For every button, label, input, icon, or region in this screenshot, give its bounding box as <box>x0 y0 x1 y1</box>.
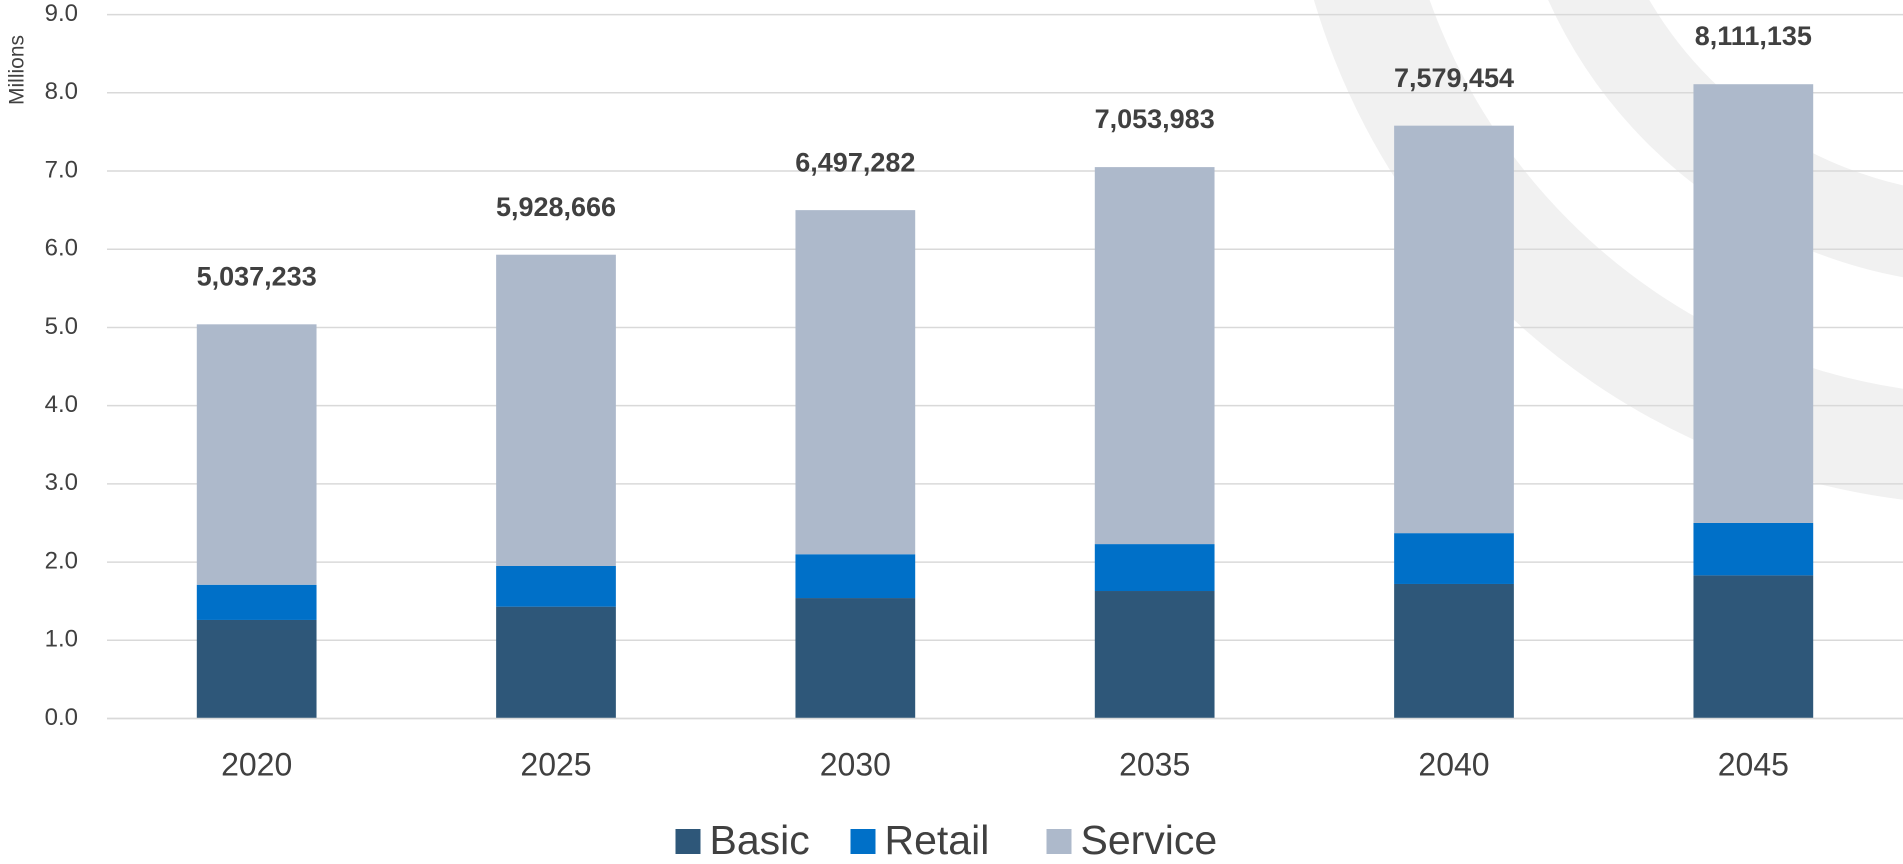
bar-segment <box>196 619 317 719</box>
x-tick-label: 2045 <box>1718 746 1789 782</box>
bar-segment <box>496 254 616 566</box>
x-tick-label: 2030 <box>820 746 891 782</box>
y-tick-label: 6.0 <box>45 235 78 262</box>
bar-segment <box>1693 575 1814 719</box>
bar-segment <box>1094 167 1215 545</box>
bar-segment <box>1394 533 1514 584</box>
total-label: 7,053,983 <box>1095 104 1215 134</box>
bar-segment <box>795 554 916 599</box>
total-label: 7,579,454 <box>1394 63 1514 93</box>
y-tick-label: 8.0 <box>45 78 78 105</box>
y-tick-label: 4.0 <box>45 391 78 418</box>
legend-label: Basic <box>710 817 810 863</box>
x-tick-label: 2020 <box>221 746 292 782</box>
y-tick-label: 2.0 <box>45 547 78 574</box>
bar-segment <box>795 210 916 555</box>
legend-swatch <box>1046 829 1072 854</box>
bar-segment <box>496 606 616 719</box>
y-axis-label: Millions <box>6 35 29 105</box>
bar-segment <box>1094 544 1215 592</box>
bar-segment <box>496 565 616 607</box>
y-tick-label: 7.0 <box>45 156 78 183</box>
total-label: 5,928,666 <box>496 192 616 222</box>
y-tick-label: 9.0 <box>45 0 78 27</box>
legend-label: Retail <box>885 817 990 863</box>
bar-segment <box>1693 84 1814 523</box>
legend-swatch <box>675 829 701 854</box>
bar-segment <box>1394 583 1514 719</box>
legend-label: Service <box>1081 817 1218 863</box>
x-tick-label: 2040 <box>1418 746 1489 782</box>
y-tick-label: 1.0 <box>45 626 78 653</box>
bar-segment <box>1094 591 1215 719</box>
total-label: 5,037,233 <box>197 262 317 292</box>
bar-segment <box>795 598 916 719</box>
bar-segment <box>1394 125 1514 534</box>
y-tick-label: 0.0 <box>45 704 78 731</box>
y-tick-label: 5.0 <box>45 313 78 340</box>
y-tick-label: 3.0 <box>45 469 78 496</box>
legend-swatch <box>850 829 876 854</box>
bar-segment <box>1693 522 1814 576</box>
x-tick-label: 2025 <box>520 746 591 782</box>
bar-segment <box>196 324 317 585</box>
total-label: 8,111,135 <box>1695 21 1812 51</box>
x-tick-label: 2035 <box>1119 746 1190 782</box>
total-label: 6,497,282 <box>795 147 915 177</box>
bar-segment <box>196 584 317 620</box>
